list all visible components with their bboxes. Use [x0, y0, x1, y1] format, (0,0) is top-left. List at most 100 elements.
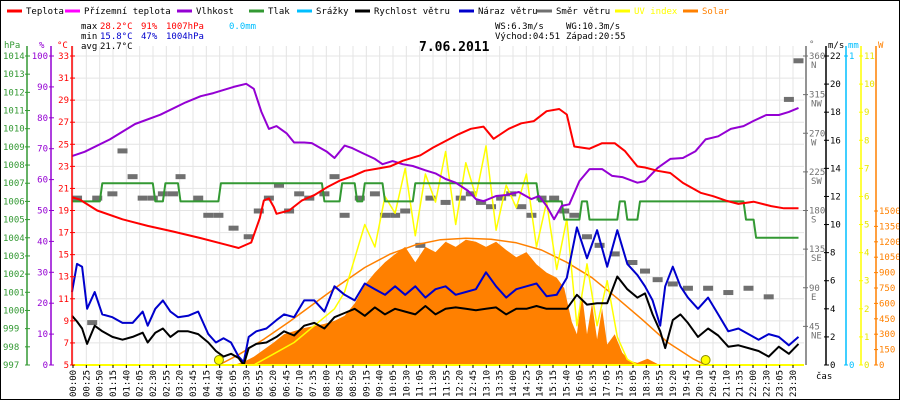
temperature-tick-label: 5 [64, 361, 69, 371]
wind-direction-mark [763, 294, 774, 300]
solar-tick-label: 1050 [879, 253, 899, 263]
pressure-tick-label: 1010 [3, 125, 25, 135]
x-tick-label: 18:30 [642, 370, 652, 397]
wind-direction-mark [369, 191, 380, 197]
temperature-tick-label: 21 [58, 184, 69, 194]
x-tick-label: 00:50 [96, 370, 106, 397]
wind-direction-mark [243, 234, 254, 240]
wind-direction-mark [609, 251, 620, 257]
uv-tick-label: 6 [864, 192, 869, 202]
x-tick-label: 04:40 [216, 370, 226, 397]
x-tick-label: 08:00 [322, 370, 332, 397]
pressure-unit: hPa [4, 41, 20, 51]
x-tick-label: 23:30 [789, 370, 799, 397]
direction-compass-label: E [811, 293, 816, 303]
wind-direction-mark [549, 195, 560, 201]
wind-direction-mark [559, 208, 570, 214]
direction-compass-label: S [811, 216, 816, 226]
wind-direction-mark [516, 204, 527, 210]
wind-direction-mark [273, 182, 284, 188]
series-vlhkost [71, 82, 799, 221]
pressure-tick-label: 1008 [3, 161, 25, 171]
x-tick-label: 01:15 [109, 370, 119, 397]
pressure-tick-label: 1011 [3, 107, 25, 117]
wind-direction-mark [127, 174, 138, 180]
uv-tick-label: 2 [864, 305, 869, 315]
uv-tick-label: 7 [864, 164, 869, 174]
wind-unit: m/s [828, 41, 844, 51]
pressure-tick-label: 998 [3, 343, 19, 353]
solar-tick-label: 150 [879, 346, 895, 356]
legend-label: Náraz větru [478, 7, 538, 17]
wind-direction-mark [339, 212, 350, 218]
legend-label: Tlak [268, 7, 290, 17]
wind-direction-mark [319, 191, 330, 197]
x-tick-label: 02:55 [162, 370, 172, 397]
stats-temp-avg: 21.7°C [100, 42, 133, 52]
temperature-tick-label: 19 [58, 207, 69, 217]
x-tick-label: 18:05 [629, 370, 639, 397]
x-tick-label: 03:20 [176, 370, 186, 397]
wind-direction-mark [496, 195, 507, 201]
uv-tick-label: 10 [864, 80, 875, 90]
solar-tick-label: 1500 [879, 207, 899, 217]
humidity-tick-label: 90 [37, 83, 48, 93]
wind-direction-mark [390, 212, 401, 218]
direction-tick-label: 315 [809, 91, 825, 101]
wind-tick-label: 2 [830, 333, 835, 343]
series-solar-teoretick- [218, 237, 706, 366]
solar-tick-label: 600 [879, 299, 895, 309]
wind-direction-mark [213, 212, 224, 218]
wind-tick-label: 4 [830, 305, 835, 315]
uv-tick-label: 1 [864, 333, 869, 343]
solar-tick-label: 1350 [879, 222, 899, 232]
x-tick-label: 09:15 [362, 370, 372, 397]
x-tick-label: 14:00 [509, 370, 519, 397]
temperature-tick-label: 13 [58, 273, 69, 283]
wind-direction-mark [627, 260, 638, 265]
wind-direction-mark [354, 195, 365, 201]
humidity-tick-label: 60 [37, 176, 48, 186]
wind-direction-mark [793, 58, 804, 64]
x-tick-label: 13:10 [482, 370, 492, 397]
humidity-tick-label: 40 [37, 237, 48, 247]
wind-direction-mark [440, 199, 451, 205]
x-axis-label: čas [816, 371, 832, 382]
legend-label: Směr větru [556, 7, 610, 17]
wind-tick-label: 18 [830, 108, 841, 118]
direction-tick-label: 225 [809, 168, 825, 178]
wind-tick-label: 20 [830, 80, 841, 90]
wind-direction-mark [703, 285, 714, 291]
pressure-tick-label: 999 [3, 325, 19, 335]
direction-compass-label: NE [811, 331, 822, 341]
wind-direction-mark [203, 212, 214, 218]
legend-label: Teplota [26, 7, 64, 17]
wind-direction-mark [783, 96, 794, 102]
pressure-tick-label: 997 [3, 361, 19, 371]
series-uv-index [72, 145, 799, 366]
temperature-tick-label: 15 [58, 251, 69, 261]
wind-direction-mark [581, 234, 592, 240]
wind-tick-label: 8 [830, 249, 835, 259]
wind-direction-mark [743, 285, 754, 291]
stats-min-label: min [81, 32, 97, 42]
wind-direction-mark [652, 277, 663, 283]
temperature-tick-label: 17 [58, 229, 69, 239]
direction-tick-label: 360 [809, 52, 825, 62]
wind-direction-mark [486, 204, 497, 210]
temperature-tick-label: 7 [64, 339, 69, 349]
legend-label: Přízemní teplota [84, 7, 171, 17]
x-tick-label: 11:55 [442, 370, 452, 397]
wind-direction-mark [400, 208, 411, 214]
wind-direction-mark [193, 195, 204, 201]
sun-marker-sunrise [213, 355, 224, 365]
uv-tick-label: 8 [864, 136, 869, 146]
solar-unit: W [878, 41, 884, 51]
x-tick-label: 14:25 [522, 370, 532, 397]
solar-area [72, 239, 799, 365]
x-tick-label: 07:10 [296, 370, 306, 397]
wind-tick-label: 22 [830, 52, 841, 62]
temperature-tick-label: 33 [58, 52, 69, 62]
wind-direction-mark [92, 195, 103, 201]
solar-tick-label: 450 [879, 315, 895, 325]
